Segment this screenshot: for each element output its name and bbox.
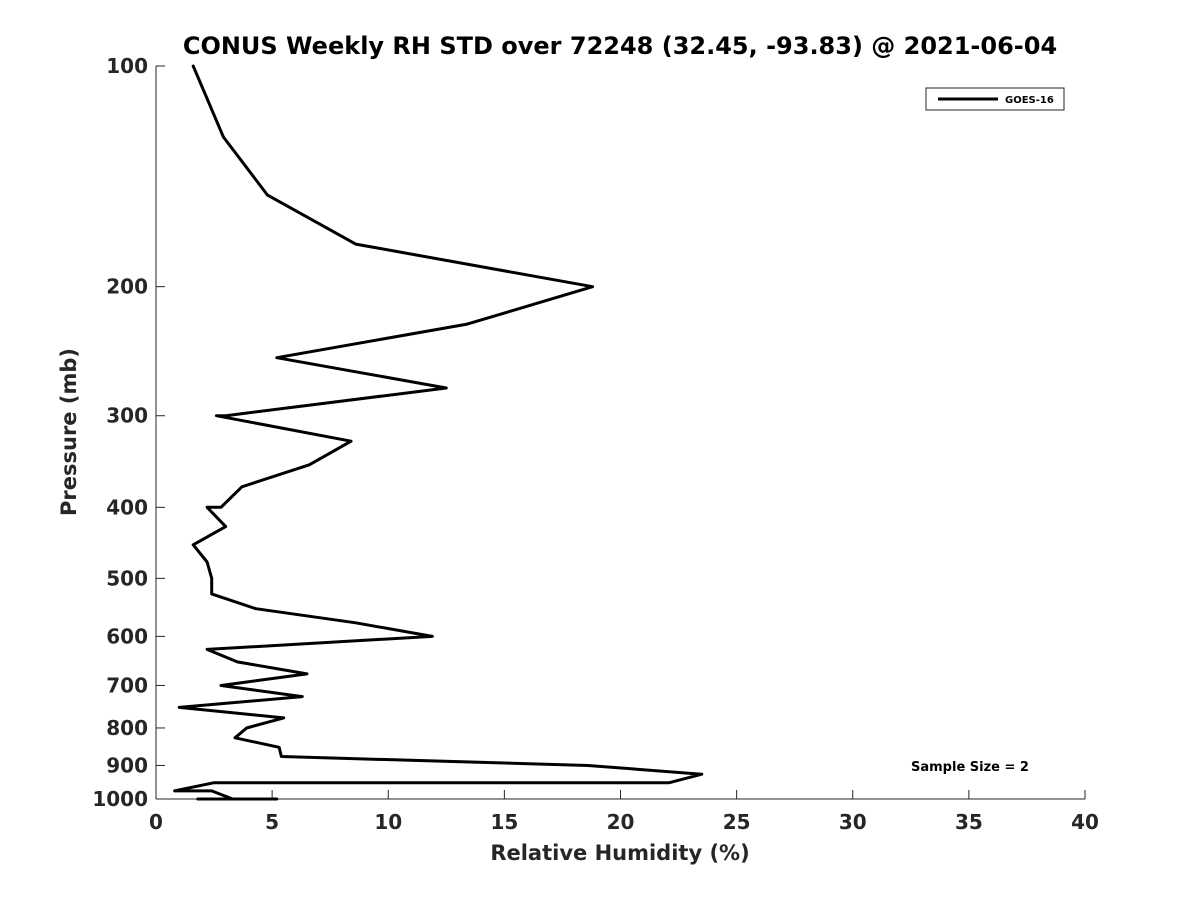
chart-title: CONUS Weekly RH STD over 72248 (32.45, -… [183,32,1057,60]
y-axis-ticks: 100 200 300 400 500 600 700 800 900 1000 [92,54,165,811]
x-tick-label: 0 [149,810,163,834]
legend-label-goes-16: GOES-16 [1005,95,1054,106]
legend: GOES-16 [925,87,1065,111]
x-tick-label: 40 [1071,810,1099,834]
y-tick-label: 500 [106,566,148,590]
y-tick-label: 400 [106,495,148,519]
y-tick-label: 800 [106,716,148,740]
sample-size-annotation: Sample Size = 2 [911,760,1029,775]
y-tick-label: 700 [106,673,148,697]
x-axis-ticks: 0 5 10 15 20 25 30 35 40 [149,790,1099,834]
x-tick-label: 30 [839,810,867,834]
x-axis-label: Relative Humidity (%) [490,841,749,865]
x-tick-label: 5 [265,810,279,834]
x-tick-label: 10 [374,810,402,834]
x-tick-label: 35 [955,810,983,834]
y-tick-label: 300 [106,404,148,428]
y-tick-label: 900 [106,753,148,777]
x-tick-label: 15 [490,810,518,834]
y-tick-label: 1000 [92,787,148,811]
y-axis-label: Pressure (mb) [57,348,81,516]
y-tick-label: 200 [106,275,148,299]
y-tick-label: 600 [106,624,148,648]
x-tick-label: 25 [723,810,751,834]
series-layer [173,64,704,801]
y-tick-label: 100 [106,54,148,78]
series-line-goes-16 [173,64,704,801]
x-tick-label: 20 [607,810,635,834]
